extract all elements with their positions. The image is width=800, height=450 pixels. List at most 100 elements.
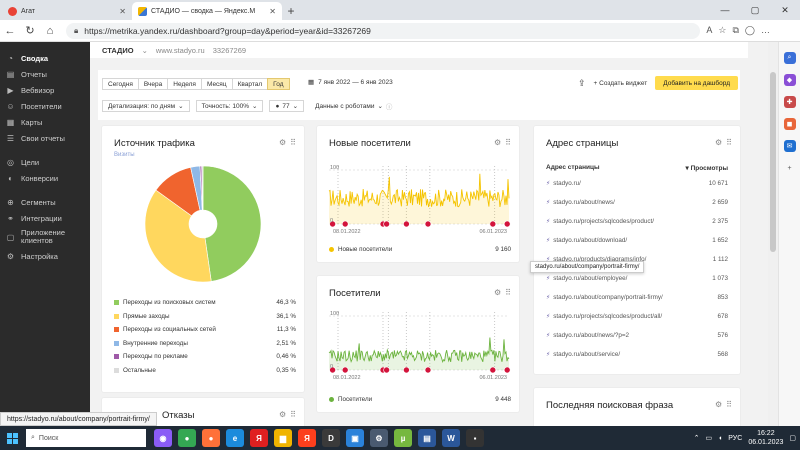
create-widget-button[interactable]: + Создать виджет xyxy=(593,79,648,87)
pie-slice[interactable] xyxy=(144,189,212,283)
link-icon[interactable]: ⚡︎ xyxy=(546,200,551,206)
robots-select[interactable]: Данные с роботами ⌄ ⓘ xyxy=(310,100,398,112)
gear-icon[interactable]: ⚙ xyxy=(278,410,287,419)
export-icon[interactable]: ⇪ xyxy=(577,77,586,88)
pie-slice[interactable] xyxy=(202,165,262,282)
legend-row[interactable]: Внутренние переходы 2,51 % xyxy=(114,337,296,351)
tray-chevron-icon[interactable]: ⌃ xyxy=(693,435,700,442)
add-to-dashboard-button[interactable]: Добавить на дашборд xyxy=(655,76,738,90)
taskbar-search[interactable]: ⌕ Поиск xyxy=(26,429,146,447)
table-row[interactable]: ⚡︎ stadyo.ru/about/employee/1 073 xyxy=(546,275,728,282)
volume-icon[interactable]: ◖ xyxy=(718,434,723,442)
firefox-icon[interactable]: ● xyxy=(202,429,220,447)
link-icon[interactable]: ⚡︎ xyxy=(546,295,551,301)
page-url[interactable]: stadyo.ru/about/company/portrait-firmy/ xyxy=(553,294,663,301)
dbeaver-icon[interactable]: D xyxy=(322,429,340,447)
table-row[interactable]: ⚡︎ stadyo.ru/about/news/?p=2 576 xyxy=(546,332,728,339)
sidebar-item-conversions[interactable]: ◐ Конверсии xyxy=(0,170,90,186)
column-header-views[interactable]: ▾ Просмотры xyxy=(685,165,728,172)
tools-icon[interactable]: ✚ xyxy=(783,96,796,108)
maximize-icon[interactable]: ▢ xyxy=(750,4,760,15)
drag-handle-icon[interactable]: ⠿ xyxy=(726,400,732,409)
sidebar-item-custom-reports[interactable]: ☰ Свои отчеты xyxy=(0,130,90,146)
sidebar-item-webvisor[interactable]: ▶ Вебвизор xyxy=(0,82,90,98)
legend-row[interactable]: Переходы из поисковых систем 46,3 % xyxy=(114,296,296,310)
profile-icon[interactable]: ◯ xyxy=(744,25,755,35)
settings-app-icon[interactable]: ⚙ xyxy=(370,429,388,447)
table-row[interactable]: ⚡︎ stadyo.ru/products/diagrams/info/1 112 xyxy=(546,256,728,263)
page-url[interactable]: stadyo.ru/projects/sqlcodes/product/ xyxy=(553,218,655,225)
annotation-marker[interactable] xyxy=(424,220,432,228)
link-icon[interactable]: ⚡︎ xyxy=(546,257,551,263)
series-line[interactable] xyxy=(328,337,510,364)
tab-close-icon[interactable]: ✕ xyxy=(269,6,276,16)
annotation-marker[interactable] xyxy=(489,366,497,374)
annotation-marker[interactable] xyxy=(329,220,336,228)
add-icon[interactable]: + xyxy=(787,164,792,172)
search-icon[interactable]: ⌕ xyxy=(783,52,796,64)
photos-icon[interactable]: ▣ xyxy=(346,429,364,447)
browser-tab-1[interactable]: Агат ✕ xyxy=(2,2,132,20)
pie-slice[interactable] xyxy=(201,165,204,211)
page-url[interactable]: stadyo.ru/about/service/ xyxy=(553,351,621,358)
sidebar-item-visitors[interactable]: ☺ Посетители xyxy=(0,98,90,114)
page-url[interactable]: stadyo.ru/about/employee/ xyxy=(553,275,628,282)
table-row[interactable]: ⚡︎ stadyo.ru/projects/sqlcodes/product/2 … xyxy=(546,218,728,225)
torrent-icon[interactable]: µ xyxy=(394,429,412,447)
link-icon[interactable]: ⚡︎ xyxy=(546,352,551,358)
annotation-marker[interactable] xyxy=(489,220,497,228)
annotation-marker[interactable] xyxy=(403,220,410,228)
page-url[interactable]: stadyo.ru/ xyxy=(553,180,581,187)
link-icon[interactable]: ⚡︎ xyxy=(546,238,551,244)
annotation-marker[interactable] xyxy=(341,220,349,228)
sidebar-item-segments[interactable]: ⊕ Сегменты xyxy=(0,194,90,210)
table-row[interactable]: ⚡︎ stadyo.ru/projects/sqlcodes/product/al… xyxy=(546,313,728,320)
link-icon[interactable]: ⚡︎ xyxy=(546,219,551,225)
edge-icon[interactable]: e xyxy=(226,429,244,447)
page-url[interactable]: stadyo.ru/projects/sqlcodes/product/all/ xyxy=(553,313,663,320)
sidebar-item-reports[interactable]: ▤ Отчеты xyxy=(0,66,90,82)
annotation-marker[interactable] xyxy=(383,220,390,228)
alice-icon[interactable]: ◉ xyxy=(154,429,172,447)
clock[interactable]: 16:22 06.01.2023 xyxy=(748,429,783,447)
annotation-marker[interactable] xyxy=(503,366,511,374)
counter-name[interactable]: СТАДИО xyxy=(102,45,134,55)
accuracy-select[interactable]: Точность: 100% ⌄ xyxy=(195,100,264,112)
link-icon[interactable]: ⚡︎ xyxy=(546,333,551,339)
start-button[interactable] xyxy=(0,426,24,450)
explorer-icon[interactable]: ▆ xyxy=(274,429,292,447)
legend-row[interactable]: Переходы из социальных сетей 11,3 % xyxy=(114,323,296,337)
period-month[interactable]: Месяц xyxy=(200,78,233,90)
gear-icon[interactable]: ⚙ xyxy=(714,400,723,409)
more-icon[interactable]: … xyxy=(761,25,770,35)
annotation-marker[interactable] xyxy=(403,366,410,374)
url-field[interactable]: 🔒︎ https://metrika.yandex.ru/dashboard?g… xyxy=(66,22,701,39)
minimize-icon[interactable]: — xyxy=(720,5,730,15)
terminal-icon[interactable]: ▪ xyxy=(466,429,484,447)
annotation-marker[interactable] xyxy=(329,366,336,374)
sidebar-item-summary[interactable]: ◔ Сводка xyxy=(0,50,90,66)
network-icon[interactable]: ▭ xyxy=(705,435,713,442)
page-url[interactable]: stadyo.ru/products/diagrams/info/ xyxy=(553,256,647,263)
word-icon[interactable]: W xyxy=(442,429,460,447)
annotation-marker[interactable] xyxy=(503,220,511,228)
visits-select[interactable]: ● 77 ⌄ xyxy=(269,100,305,112)
sidebar-item-integrations[interactable]: ⚭ Интеграции xyxy=(0,210,90,226)
drag-handle-icon[interactable]: ⠿ xyxy=(505,138,511,147)
sidebar-item-maps[interactable]: ▦ Карты xyxy=(0,114,90,130)
tab-close-icon[interactable]: ✕ xyxy=(119,6,126,16)
annotation-marker[interactable] xyxy=(383,366,390,374)
sidebar-item-goals[interactable]: ◎ Цели xyxy=(0,154,90,170)
favorite-icon[interactable]: ☆ xyxy=(718,25,727,35)
link-icon[interactable]: ⚡︎ xyxy=(546,276,551,282)
table-row[interactable]: ⚡︎ stadyo.ru/about/news/2 659 xyxy=(546,199,728,206)
detail-select[interactable]: Детализация: по дням ⌄ xyxy=(102,100,190,112)
table-row[interactable]: ⚡︎ stadyo.ru/about/service/568 xyxy=(546,351,728,358)
period-quarter[interactable]: Квартал xyxy=(231,78,269,90)
read-aloud-icon[interactable]: A xyxy=(706,25,713,35)
legend-row[interactable]: Остальные 0,35 % xyxy=(114,364,296,378)
link-icon[interactable]: ⚡︎ xyxy=(546,181,551,187)
gear-icon[interactable]: ⚙ xyxy=(493,288,502,297)
page-url[interactable]: stadyo.ru/about/download/ xyxy=(553,237,628,244)
office-icon[interactable]: ◼ xyxy=(783,118,796,130)
